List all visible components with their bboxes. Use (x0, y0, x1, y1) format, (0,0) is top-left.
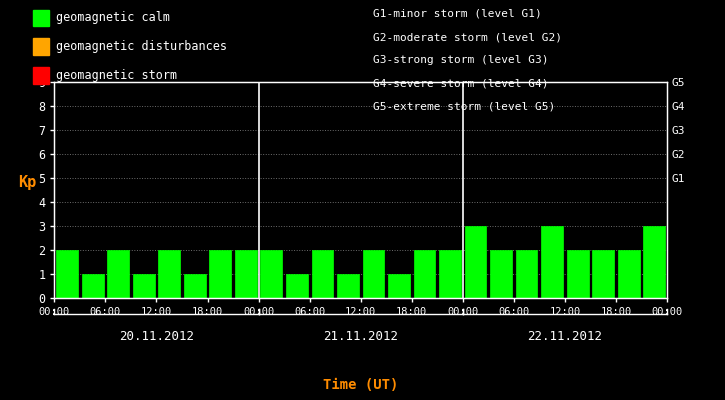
Text: G1-minor storm (level G1): G1-minor storm (level G1) (373, 9, 542, 19)
Bar (515, 250, 537, 298)
Text: G4-severe storm (level G4): G4-severe storm (level G4) (373, 78, 549, 89)
Bar (184, 274, 206, 298)
Bar (337, 274, 359, 298)
Bar (312, 250, 334, 298)
Text: geomagnetic storm: geomagnetic storm (56, 69, 177, 82)
Text: 21.11.2012: 21.11.2012 (323, 330, 398, 342)
Bar (388, 274, 410, 298)
Bar (592, 250, 614, 298)
Bar (439, 250, 461, 298)
Bar (643, 226, 665, 298)
Bar (465, 226, 486, 298)
Bar (490, 250, 512, 298)
Bar (133, 274, 154, 298)
Bar (210, 250, 231, 298)
Text: 20.11.2012: 20.11.2012 (119, 330, 194, 342)
Bar (362, 250, 384, 298)
Bar (235, 250, 257, 298)
Bar (57, 250, 78, 298)
Bar (82, 274, 104, 298)
Bar (158, 250, 180, 298)
Text: G2-moderate storm (level G2): G2-moderate storm (level G2) (373, 32, 563, 42)
Bar (567, 250, 589, 298)
Bar (260, 250, 282, 298)
Text: G3-strong storm (level G3): G3-strong storm (level G3) (373, 56, 549, 66)
Bar (414, 250, 435, 298)
Bar (542, 226, 563, 298)
Bar (107, 250, 129, 298)
Text: Time (UT): Time (UT) (323, 378, 398, 392)
Text: G5-extreme storm (level G5): G5-extreme storm (level G5) (373, 102, 555, 112)
Text: 22.11.2012: 22.11.2012 (527, 330, 602, 342)
Bar (286, 274, 307, 298)
Y-axis label: Kp: Kp (18, 175, 36, 190)
Text: geomagnetic calm: geomagnetic calm (56, 12, 170, 24)
Text: geomagnetic disturbances: geomagnetic disturbances (56, 40, 227, 53)
Bar (618, 250, 639, 298)
